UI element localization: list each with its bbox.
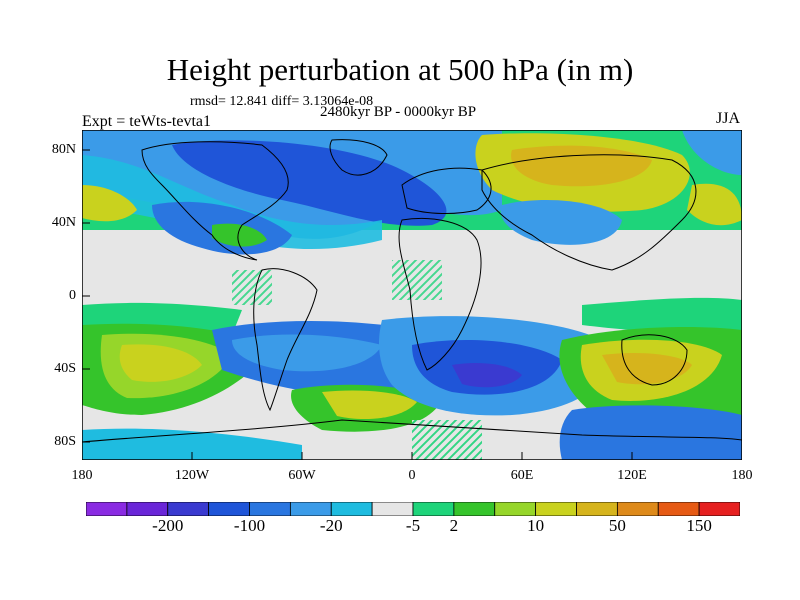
y-tick-label: 0 <box>69 288 76 303</box>
colorbar-swatch <box>249 502 291 516</box>
sh-far-lightblue <box>82 428 302 460</box>
colorbar-swatch <box>86 502 128 516</box>
nh-lightblue-rim <box>82 155 382 250</box>
height-perturbation-map <box>82 130 742 460</box>
rmsd-diff-label: rmsd= 12.841 diff= 3.13064e-08 <box>190 94 374 109</box>
colorbar-label: 50 <box>608 516 626 535</box>
colorbar-swatch <box>412 502 455 516</box>
colorbar-label: -20 <box>319 516 343 535</box>
antarctica-coast <box>82 419 742 443</box>
colorbar-swatch <box>167 502 210 516</box>
x-tick-label: 120E <box>617 468 647 483</box>
colorbar-swatch <box>126 502 169 516</box>
nh-asia-orange <box>511 145 652 187</box>
greenland-coast <box>329 139 388 176</box>
colorbar-swatch <box>616 502 659 516</box>
sh-south-atl-yellow <box>322 390 417 420</box>
sh-pacific-yellow <box>119 344 202 382</box>
nh-pacific-yellow-w <box>82 185 137 222</box>
colorbar-swatch <box>494 502 537 516</box>
colorbar-label: 10 <box>527 516 545 535</box>
colorbar <box>86 502 740 516</box>
experiment-label: Expt = teWts-tevta1 <box>82 113 211 130</box>
colorbar-label: -200 <box>152 516 184 535</box>
africa-coast <box>398 217 482 371</box>
south-america-coast <box>253 268 318 412</box>
north-america-coast <box>141 141 289 261</box>
y-tick-label: 80N <box>51 142 76 157</box>
chart-title: Height perturbation at 500 hPa (in m) <box>166 52 634 87</box>
colorbar-label: -100 <box>233 516 266 535</box>
africa-hatch <box>392 260 442 300</box>
nh-atlantic-deep <box>172 140 447 226</box>
y-tick-label: 40S <box>54 361 76 376</box>
tropics-green-east <box>582 297 742 333</box>
colorbar-label: 150 <box>686 516 712 535</box>
x-tick-label: 120W <box>174 468 210 483</box>
coastlines <box>82 139 742 443</box>
sa-hatch <box>232 270 272 305</box>
x-tick-label: 60W <box>288 468 316 483</box>
europe-coast <box>401 167 492 215</box>
colorbar-swatch <box>576 502 618 516</box>
australia-coast <box>621 334 688 386</box>
x-tick-label: 60E <box>510 468 534 483</box>
y-tick-label: 80S <box>54 434 76 449</box>
nh-east-yellow <box>687 183 742 226</box>
nh-pacific-green <box>212 223 267 247</box>
sh-indian-core <box>452 363 522 388</box>
colorbar-swatch <box>289 502 332 516</box>
colorbar-label: -5 <box>405 516 421 535</box>
colorbar-swatch <box>330 502 373 516</box>
colorbar-swatch <box>371 502 414 516</box>
y-tick-label: 40N <box>51 215 76 230</box>
colorbar-label: 2 <box>449 516 459 535</box>
asia-coast <box>481 154 697 271</box>
colorbar-swatch <box>535 502 577 516</box>
colorbar-swatch <box>453 502 496 516</box>
nh-east-lightblue <box>682 130 742 175</box>
x-tick-label: 0 <box>408 468 416 483</box>
sh-atlantic-lightblue <box>232 334 382 372</box>
antarctic-hatch <box>412 420 482 460</box>
x-tick-label: 180 <box>71 468 93 483</box>
x-tick-label: 180 <box>731 468 753 483</box>
period-label: 2480kyr BP - 0000kyr BP <box>320 104 477 120</box>
nh-asia-blue <box>500 200 622 245</box>
season-label: JJA <box>716 110 741 127</box>
colorbar-swatch <box>657 502 700 516</box>
colorbar-swatch <box>208 502 250 516</box>
colorbar-swatch <box>698 502 740 516</box>
sh-far-blue <box>559 405 742 460</box>
